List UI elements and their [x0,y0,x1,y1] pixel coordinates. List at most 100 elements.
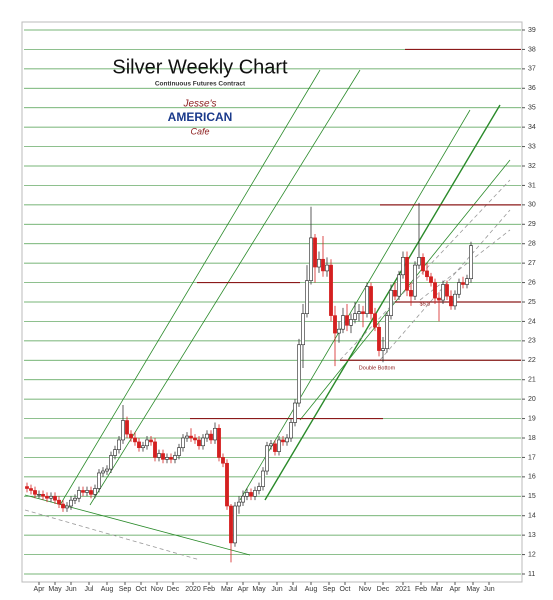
candle-body [421,257,425,272]
logo-line: Jesse's [182,99,216,110]
candle-body [61,503,65,509]
candle-body [309,237,313,281]
candle-body [417,257,421,266]
candle-body [373,313,377,328]
candle-body [201,437,205,447]
candle-body [393,290,397,297]
candle-body [401,257,405,276]
candle-body [297,344,301,404]
logo-line: AMERICAN [168,110,233,124]
candle-body [89,490,93,495]
candle-body [233,505,237,544]
candle-body [293,402,297,423]
candle-body [105,468,109,472]
candle-body [429,276,433,283]
candle-body [141,445,145,449]
y-tick-label: 33 [528,143,536,150]
x-tick-label: Oct [340,586,351,593]
candle-body [301,313,305,346]
candle-body [73,497,77,501]
candle-body [153,441,157,458]
candle-body [145,439,149,447]
y-tick-label: 36 [528,85,536,92]
grid [24,29,525,585]
candle-body [445,284,449,297]
candle-body [325,264,329,272]
candle-body [437,297,441,301]
y-tick-label: 13 [528,532,536,539]
chart-title: Silver Weekly Chart [112,56,288,78]
candle-body [289,422,293,439]
candle-body [433,282,437,299]
candle-body [161,453,165,460]
x-tick-label: Jun [271,586,282,593]
trend-line [24,509,201,561]
candle-body [317,258,321,268]
candle-body [109,455,113,470]
candle-body [457,282,461,295]
candle-body [77,490,81,499]
candle-body [217,427,221,458]
candle-body [269,443,273,447]
candle-body [333,315,337,334]
x-tick-label: Apr [238,586,250,593]
candle-body [257,486,261,491]
candle-body [53,495,57,501]
candle-body [241,495,245,503]
candle-body [265,445,269,472]
candle-body [369,286,373,314]
candle-body [81,490,85,493]
candle-body [237,501,241,507]
x-tick-label: May [466,586,480,593]
candle-body [357,311,361,314]
candle-body [353,313,357,320]
candle-body [469,245,473,279]
x-tick-label: May [252,586,266,593]
candle-body [413,264,417,297]
y-tick-label: 38 [528,46,536,53]
y-tick-label: 39 [528,27,536,34]
y-tick-label: 20 [528,396,536,403]
candle-body [41,494,45,497]
y-tick-label: 35 [528,105,536,112]
candle-body [169,457,173,460]
x-tick-label: Nov [359,586,372,593]
candle-body [173,455,177,460]
y-tick-label: 32 [528,163,536,170]
candle-body [37,494,41,496]
candle-body [229,505,233,544]
candle-body [205,433,209,439]
y-tick-label: 26 [528,279,536,286]
candle-body [465,278,469,285]
candle-body [253,490,257,497]
y-tick-label: 22 [528,357,536,364]
candle-body [57,499,61,505]
candle-body [85,490,89,493]
candle-body [397,274,401,297]
candle-body [449,295,453,307]
candle-body [389,290,393,316]
candle-body [285,437,289,443]
candle-body [425,270,429,278]
trend-line [299,159,511,421]
candle-body [361,311,365,314]
y-tick-label: 31 [528,182,536,189]
y-tick-label: 25 [528,299,536,306]
y-tick-label: 11 [528,571,535,578]
candle-body [125,420,129,435]
chart-subtitle: Continuous Futures Contract [155,81,246,88]
candle-body [117,439,121,450]
x-tick-label: 2021 [395,586,411,593]
y-tick-label: 37 [528,66,536,73]
candle-body [321,258,325,272]
candle-body [157,453,161,458]
candle-body [189,435,193,439]
x-tick-label: Apr [450,586,462,593]
x-tick-label: Aug [305,586,318,593]
candle-body [221,457,225,464]
candle-body [273,443,277,452]
candle-body [249,492,253,497]
candle-body [453,293,457,307]
